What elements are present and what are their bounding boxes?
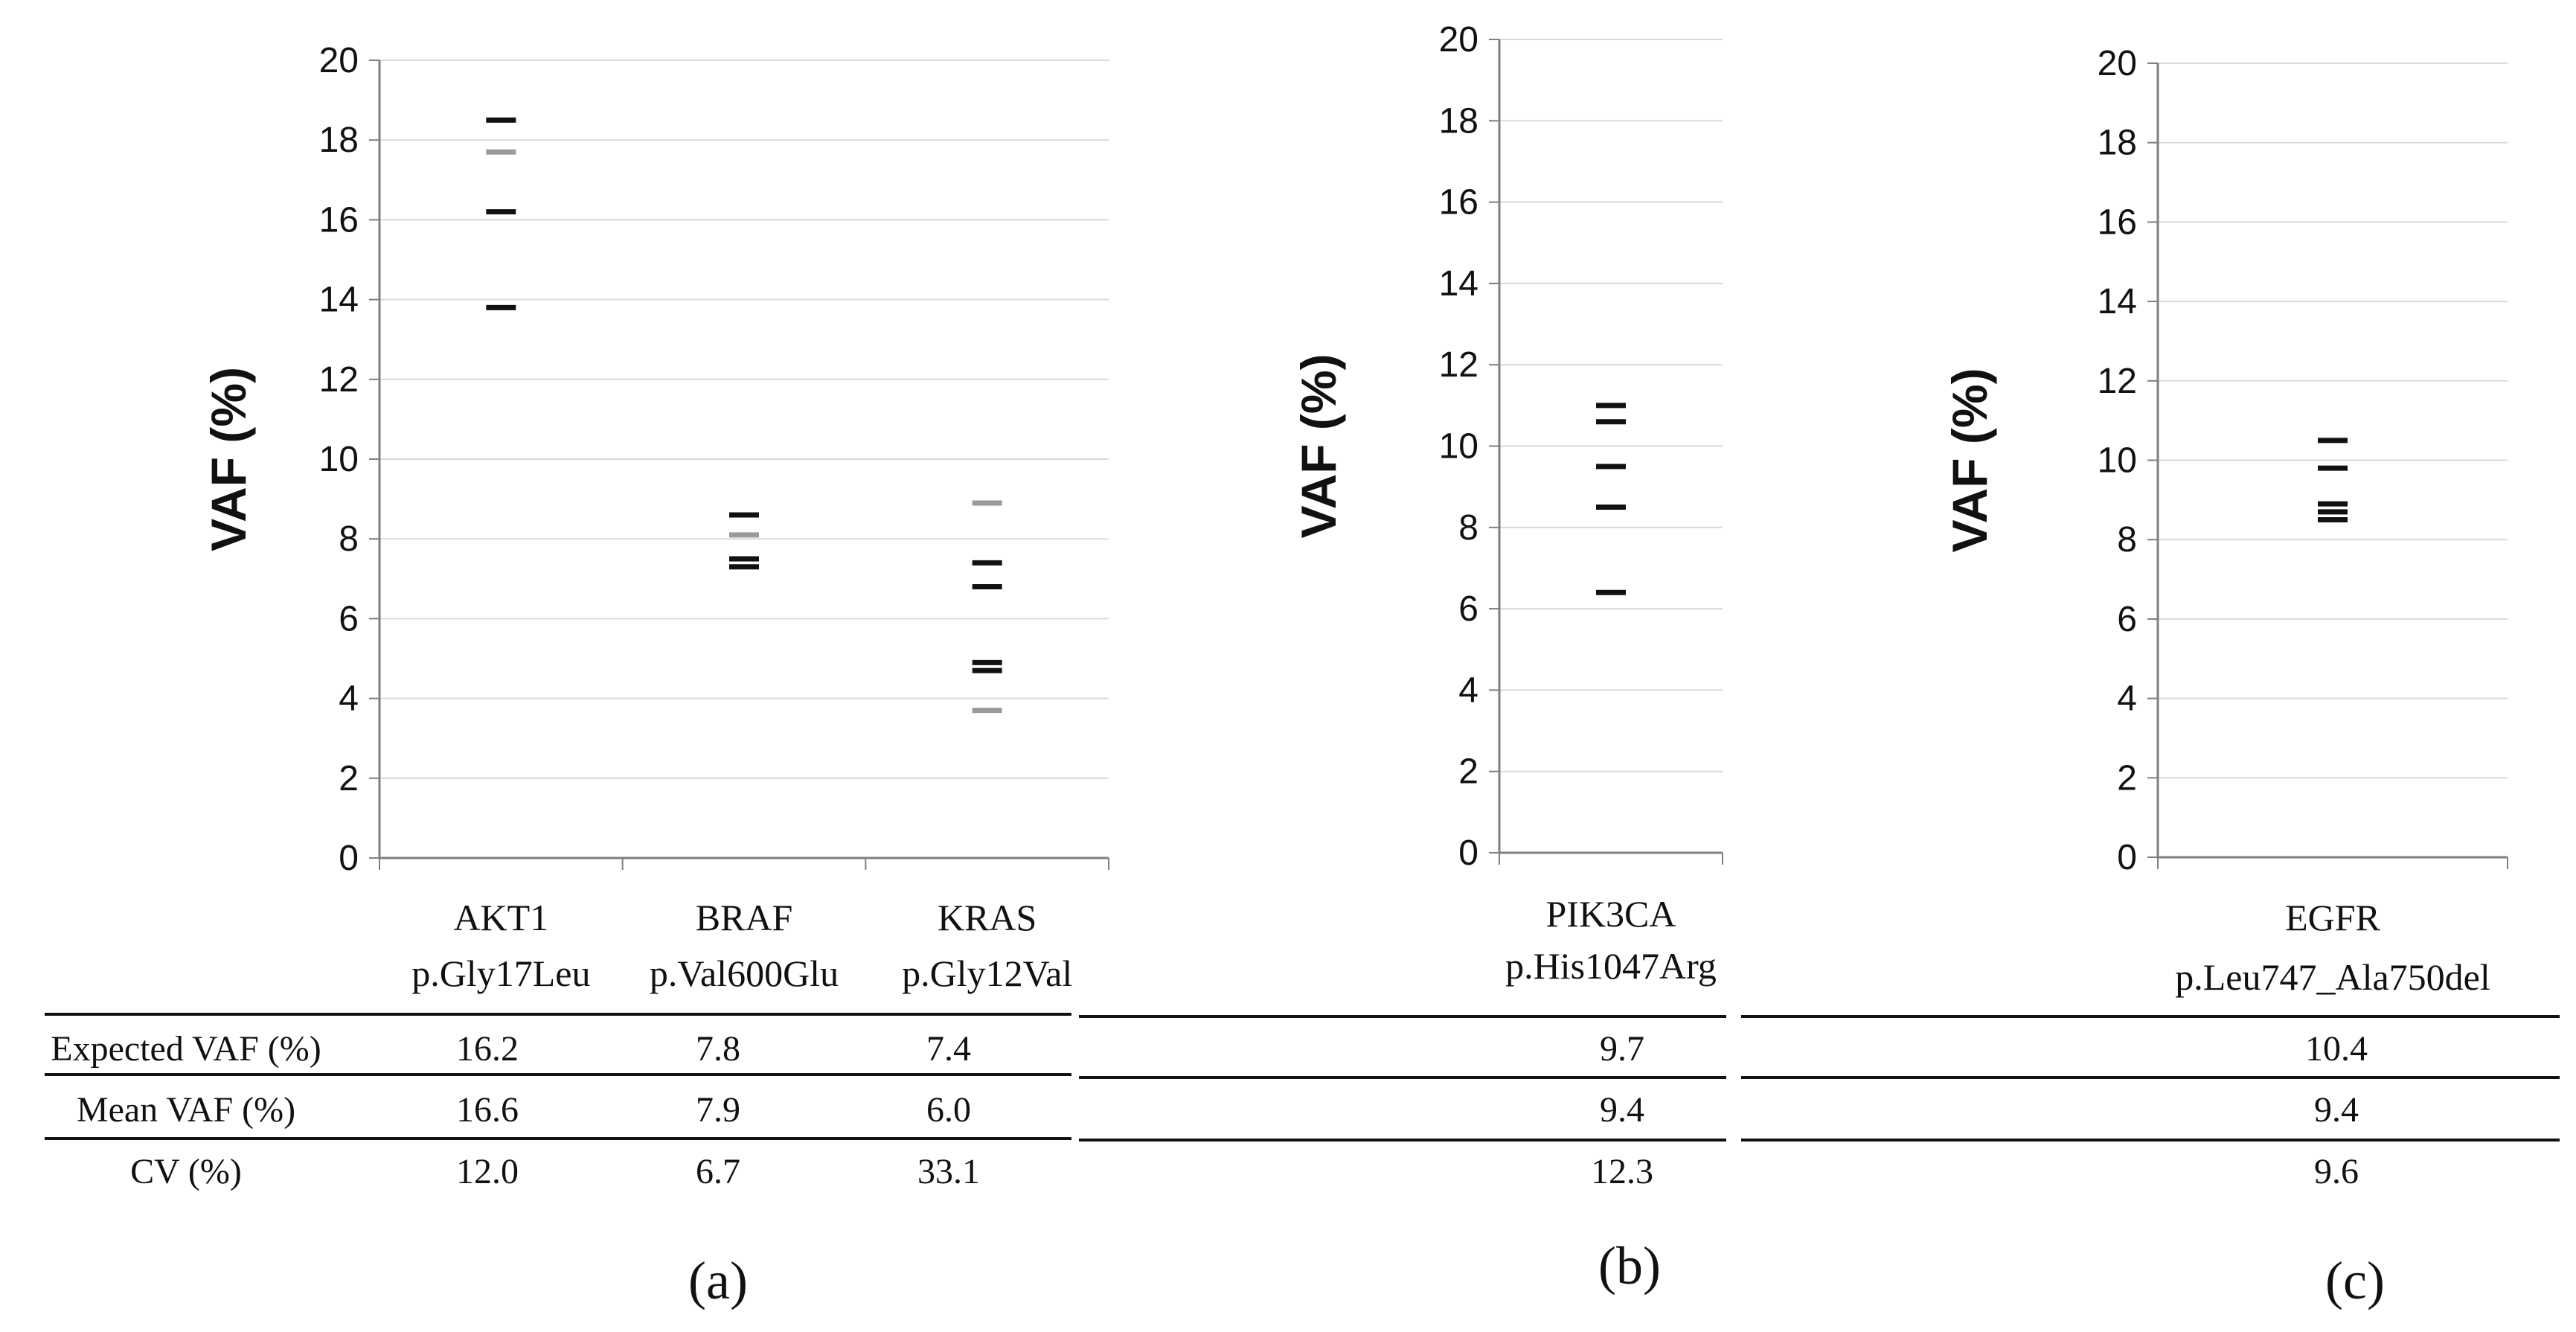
cell-a-expected-braf: 7.8 [696,1029,740,1069]
panel-label-a: (a) [688,1251,748,1310]
ytick-label-a-8: 8 [339,519,359,559]
ytick-label-b-18: 18 [1439,101,1478,141]
category-gene-akt1: AKT1 [453,897,548,938]
ytick-label-a-2: 2 [339,759,359,798]
ytick-label-a-18: 18 [319,121,359,160]
panel-label-c: (c) [2325,1251,2385,1310]
ytick-label-c-4: 4 [2117,679,2137,719]
panel-label-b: (b) [1598,1236,1661,1296]
ytick-label-a-6: 6 [339,599,359,638]
category-variant-braf: p.Val600Glu [650,952,839,994]
cell-a-cv-akt1: 12.0 [456,1152,519,1191]
cell-a-cv-kras: 33.1 [917,1152,980,1191]
y-axis-label-a: VAF (%) [201,367,256,551]
row-label-expected: Expected VAF (%) [51,1029,321,1069]
ytick-label-c-16: 16 [2098,202,2137,242]
ytick-label-b-16: 16 [1439,183,1478,222]
cell-a-mean-braf: 7.9 [696,1090,740,1130]
cell-a-mean-akt1: 16.6 [456,1090,519,1130]
cell-a-cv-braf: 6.7 [696,1152,740,1191]
category-variant-kras: p.Gly12Val [902,952,1072,994]
ytick-label-c-12: 12 [2098,362,2137,401]
ytick-label-c-18: 18 [2098,124,2137,163]
chart-panel-b: 0 2 4 6 8 10 12 14 16 18 20 PIK3CA p.His1047Arg VAF (… [1291,20,1723,1296]
ytick-label-c-2: 2 [2117,758,2137,798]
ytick-label-a-16: 16 [319,200,359,240]
ytick-label-a-0: 0 [339,839,359,878]
ytick-label-b-20: 20 [1439,20,1478,60]
category-variant-akt1: p.Gly17Leu [411,952,590,994]
ytick-label-c-8: 8 [2117,520,2137,560]
y-axis-label-c: VAF (%) [1942,368,1997,552]
ytick-label-b-12: 12 [1439,345,1478,385]
cell-b-mean: 9.4 [1600,1090,1644,1130]
ytick-label-b-2: 2 [1458,752,1478,792]
ytick-label-c-20: 20 [2098,44,2137,83]
category-gene-egfr: EGFR [2285,897,2380,938]
ytick-label-b-14: 14 [1439,264,1478,304]
ytick-label-a-12: 12 [319,360,359,400]
ytick-label-a-4: 4 [339,679,359,719]
ytick-label-a-20: 20 [319,41,359,80]
cell-a-mean-kras: 6.0 [926,1090,971,1130]
row-label-cv: CV (%) [130,1152,242,1191]
cell-a-expected-akt1: 16.2 [456,1029,519,1069]
ytick-label-c-14: 14 [2098,282,2137,321]
ytick-label-b-6: 6 [1458,589,1478,629]
chart-panel-c: 0 2 4 6 8 10 12 14 16 18 20 EGFR p.Leu747_Ala750del V… [1942,44,2508,1310]
category-gene-kras: KRAS [938,897,1037,938]
row-label-mean: Mean VAF (%) [77,1090,295,1130]
ytick-label-c-6: 6 [2117,600,2137,639]
cell-b-cv: 12.3 [1591,1152,1653,1191]
chart-panel-a: 0 2 4 6 8 10 12 14 16 18 20 AKT1 p.Gly17Leu BRAF p.Val… [201,41,1109,1310]
ytick-label-b-0: 0 [1458,833,1478,873]
category-variant-pik3ca: p.His1047Arg [1505,945,1717,987]
table-rules [45,1013,2560,1142]
ytick-label-c-10: 10 [2098,441,2137,481]
category-gene-braf: BRAF [696,897,793,938]
ytick-label-b-4: 4 [1458,670,1478,710]
cell-a-expected-kras: 7.4 [926,1029,971,1069]
cell-c-expected: 10.4 [2305,1029,2368,1069]
ytick-label-c-0: 0 [2117,838,2137,877]
ytick-label-a-14: 14 [319,281,359,320]
ytick-label-a-10: 10 [319,440,359,479]
ytick-label-b-8: 8 [1458,508,1478,548]
ytick-label-b-10: 10 [1439,427,1478,467]
cell-c-cv: 9.6 [2314,1152,2359,1191]
category-variant-egfr: p.Leu747_Ala750del [2175,956,2490,998]
cell-b-expected: 9.7 [1600,1029,1644,1069]
category-gene-pik3ca: PIK3CA [1545,893,1676,935]
cell-c-mean: 9.4 [2314,1090,2359,1130]
y-axis-label-b: VAF (%) [1291,353,1346,538]
